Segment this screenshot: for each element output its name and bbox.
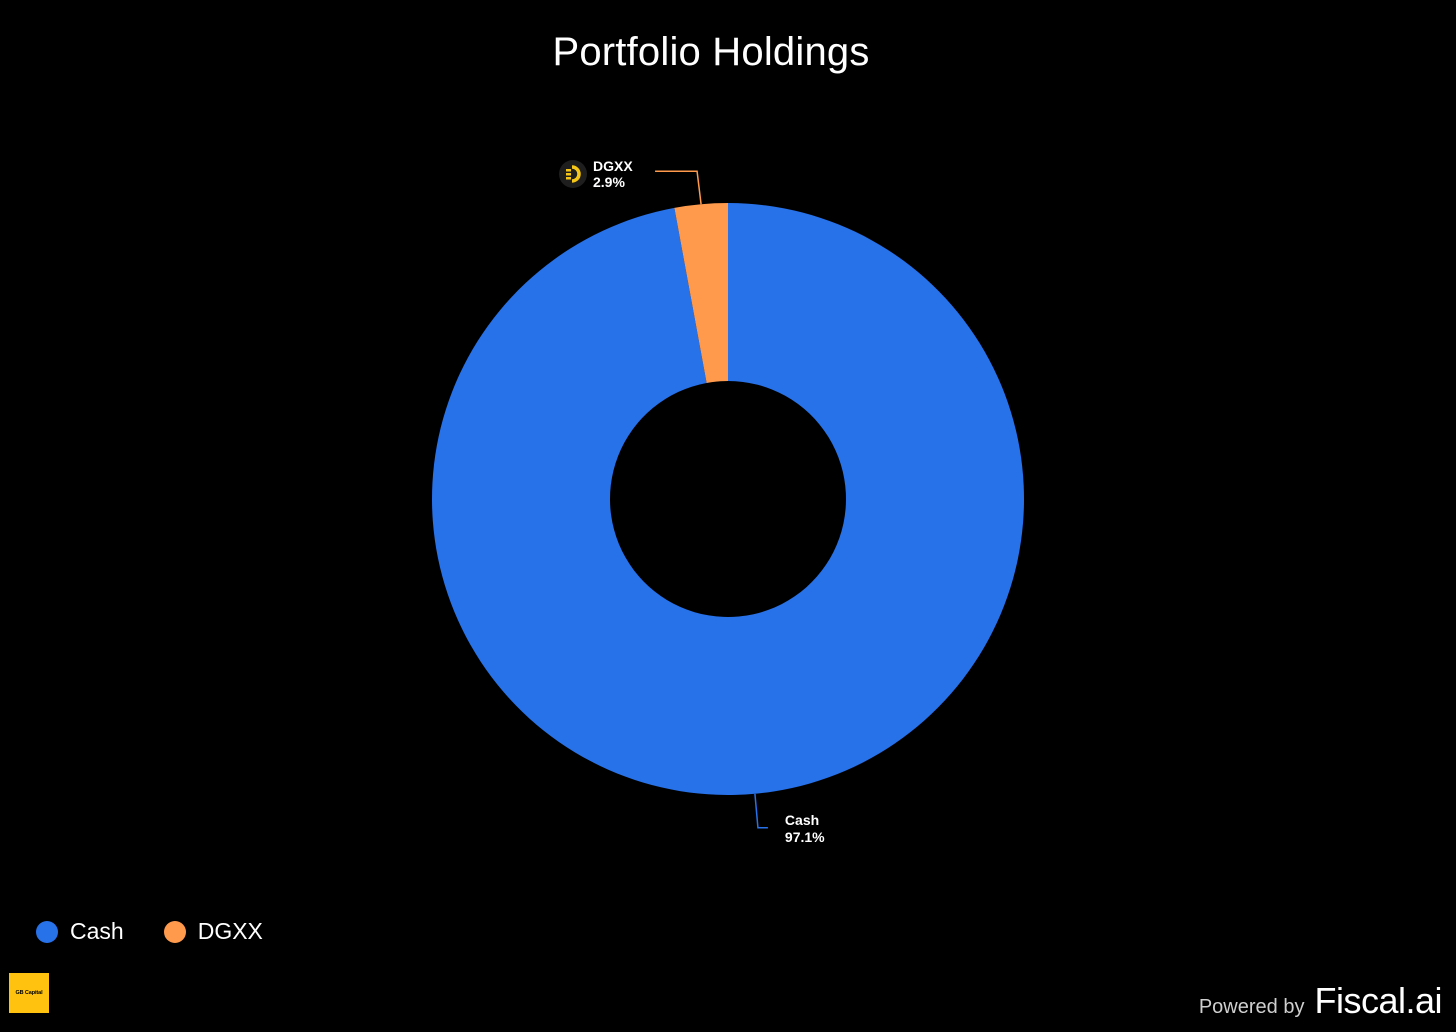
legend-swatch-cash — [36, 920, 58, 943]
legend: Cash DGXX — [36, 918, 263, 945]
legend-item-cash[interactable]: Cash — [36, 918, 124, 945]
callout-line-dgxx — [655, 170, 702, 205]
brand-logo: Fiscal.ai — [1314, 980, 1442, 1021]
powered-by: Powered by Fiscal.ai — [1198, 980, 1443, 1022]
data-label-cash-name: Cash — [785, 812, 819, 828]
callout-line-cash — [754, 793, 768, 829]
slice-dgxx[interactable] — [674, 203, 728, 383]
company-logo: GB Capital — [9, 973, 49, 1013]
powered-by-label: Powered by — [1198, 996, 1305, 1018]
legend-label-dgxx: DGXX — [197, 918, 263, 944]
legend-label-cash: Cash — [70, 918, 124, 944]
dgxx-ticker-icon — [559, 160, 587, 188]
company-logo-text: GB Capital — [15, 990, 43, 996]
legend-swatch-dgxx — [163, 920, 186, 943]
chart-title: Portfolio Holdings — [552, 30, 870, 74]
data-label-dgxx-value: 2.9% — [593, 174, 625, 190]
data-label-dgxx-name: DGXX — [593, 158, 633, 174]
data-label-cash-value: 97.1% — [785, 829, 825, 845]
slice-cash[interactable] — [432, 203, 1025, 795]
legend-item-dgxx[interactable]: DGXX — [163, 918, 263, 945]
